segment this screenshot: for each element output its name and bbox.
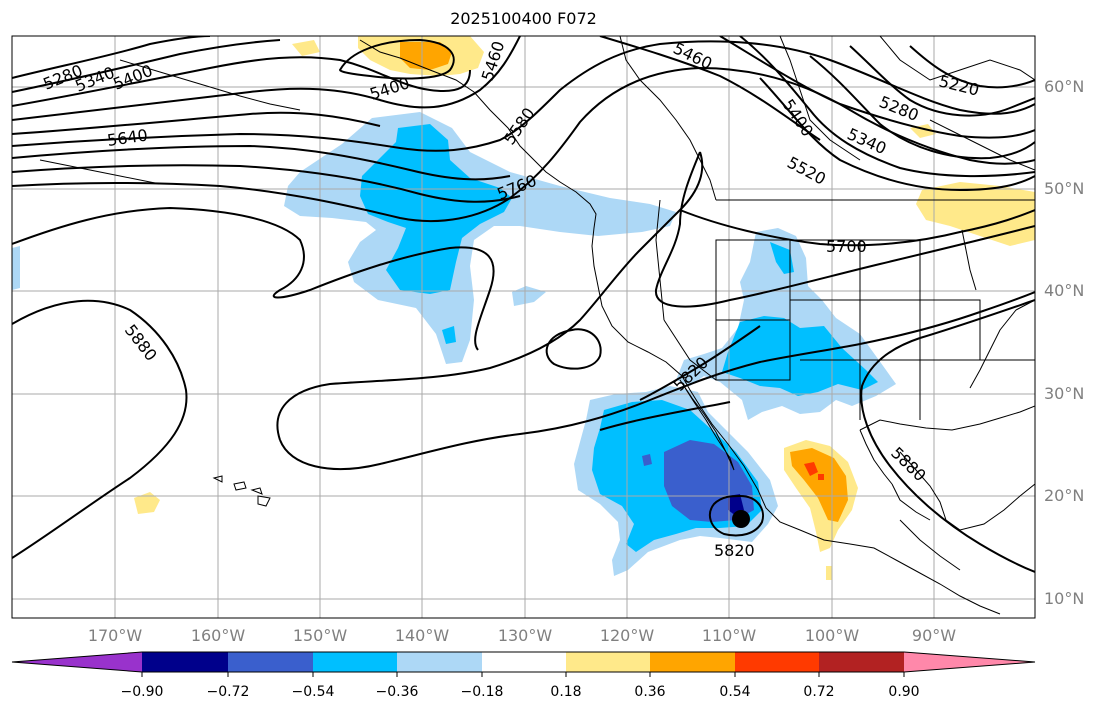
colorbar-tick-label: 0.72 <box>803 684 835 700</box>
lon-label: 120°W <box>599 626 655 645</box>
contour-5760-east <box>679 209 1035 247</box>
contour-5820-pac-bottom <box>599 401 731 431</box>
colorbar-bin <box>228 652 313 672</box>
lon-label: 150°W <box>292 626 348 645</box>
anomaly-orange-gulf-mexico <box>790 448 848 522</box>
contour-label: 5400 <box>367 73 412 104</box>
lon-label: 160°W <box>190 626 246 645</box>
anomaly-yellow-hawaii-west <box>134 492 160 514</box>
contour-5700-east <box>654 151 1035 308</box>
contour-loop-alaska <box>338 38 455 80</box>
contour-5640 <box>12 144 511 181</box>
contour-5340-east <box>809 55 1035 160</box>
anomaly-light-blue-west-edge <box>12 246 20 290</box>
colorbar-bin <box>397 652 482 672</box>
colorbar-tick-label: 0.18 <box>550 684 582 700</box>
map-frame <box>11 35 1036 619</box>
colorbar-tick-label: −0.72 <box>206 684 250 700</box>
colorbar-extend-right <box>904 652 1035 672</box>
lat-label: 10°N <box>1044 589 1085 608</box>
colorbar-tick-label: −0.18 <box>460 684 504 700</box>
storm-center-marker <box>732 510 750 528</box>
colorbar-extend-left <box>12 652 142 672</box>
contour-5220-east <box>909 45 1035 89</box>
colorbar-bin <box>482 652 566 672</box>
lon-label: 130°W <box>497 626 553 645</box>
contour-label: 5520 <box>784 153 829 189</box>
lon-label: 140°W <box>394 626 450 645</box>
contour-label: 5280 <box>877 92 922 125</box>
anomaly-royal-blue-dot <box>642 454 652 466</box>
colorbar-bin <box>142 652 228 672</box>
contour-5820-east <box>860 299 1035 573</box>
lon-label: 90°W <box>911 626 957 645</box>
lat-label: 40°N <box>1044 281 1085 300</box>
lat-label: 20°N <box>1044 486 1085 505</box>
hawaii-islands <box>212 475 271 507</box>
colorbar-tick-label: −0.36 <box>375 684 419 700</box>
colorbar-bin <box>819 652 904 672</box>
contour-5340-west <box>12 39 281 93</box>
colorbar-tick-label: 0.90 <box>888 684 920 700</box>
contour-5880-center <box>276 151 704 441</box>
contour-label: 5460 <box>478 39 509 84</box>
lon-label: 100°W <box>804 626 860 645</box>
anomaly-blue-small <box>442 326 456 344</box>
coastlines <box>39 36 1035 615</box>
anomaly-yellow-east-canada <box>916 182 1035 246</box>
anomaly-blue-southwest-2 <box>722 316 878 396</box>
contour-label: 5700 <box>826 237 867 256</box>
lon-label: 170°W <box>87 626 143 645</box>
contour-5760 <box>12 66 1035 223</box>
lon-label: 110°W <box>701 626 757 645</box>
contour-5400-west <box>12 56 471 107</box>
contour-5460-west <box>12 36 521 121</box>
map-title: 2025100400 F072 <box>450 9 597 28</box>
contour-5700-west <box>12 164 521 203</box>
contour-label: 5880 <box>121 321 161 365</box>
colorbar-tick-label: 0.54 <box>719 684 751 700</box>
contour-5520-west <box>12 111 381 135</box>
contour-label: 5640 <box>106 125 149 149</box>
contour-5880-west <box>12 299 188 559</box>
contour-5820-coast <box>639 325 761 401</box>
colorbar-tick-label: 0.36 <box>634 684 666 700</box>
colorbar-bin <box>735 652 819 672</box>
contour-label: 5820 <box>714 541 755 560</box>
lat-label: 50°N <box>1044 179 1085 198</box>
anomaly-blue-southwest <box>770 242 794 274</box>
colorbar-bin <box>650 652 735 672</box>
anomaly-yellow-small-mexico <box>826 566 832 580</box>
anomaly-yellow-aleutian <box>292 40 320 56</box>
contour-5820-ring <box>545 328 602 370</box>
contour-5280-east <box>849 45 1035 117</box>
colorbar-bin <box>566 652 650 672</box>
colorbar-bin <box>313 652 397 672</box>
lat-label: 60°N <box>1044 77 1085 96</box>
contour-5400-east <box>739 36 1035 178</box>
contour-5880-center-b <box>279 291 1035 471</box>
contour-5280-west <box>12 36 211 79</box>
anomaly-fill-layer <box>12 36 1035 580</box>
contour-label: 5220 <box>937 71 981 99</box>
colorbar-tick-label: −0.54 <box>291 684 335 700</box>
contour-5820-big <box>12 206 495 351</box>
anomaly-red-small <box>818 474 824 480</box>
anomaly-light-blue-patch <box>512 286 546 306</box>
contour-5520-east <box>759 77 1035 192</box>
lat-label: 30°N <box>1044 384 1085 403</box>
contour-5820-tc <box>708 494 764 537</box>
anomaly-light-blue-ne-pacific <box>284 112 676 364</box>
height-contours <box>12 36 1035 573</box>
colorbar-tick-label: −0.90 <box>120 684 164 700</box>
colorbar <box>11 651 1036 677</box>
anomaly-red-gulf-mexico <box>804 462 818 476</box>
contour-5460-east <box>599 36 821 141</box>
graticule <box>12 36 1035 618</box>
